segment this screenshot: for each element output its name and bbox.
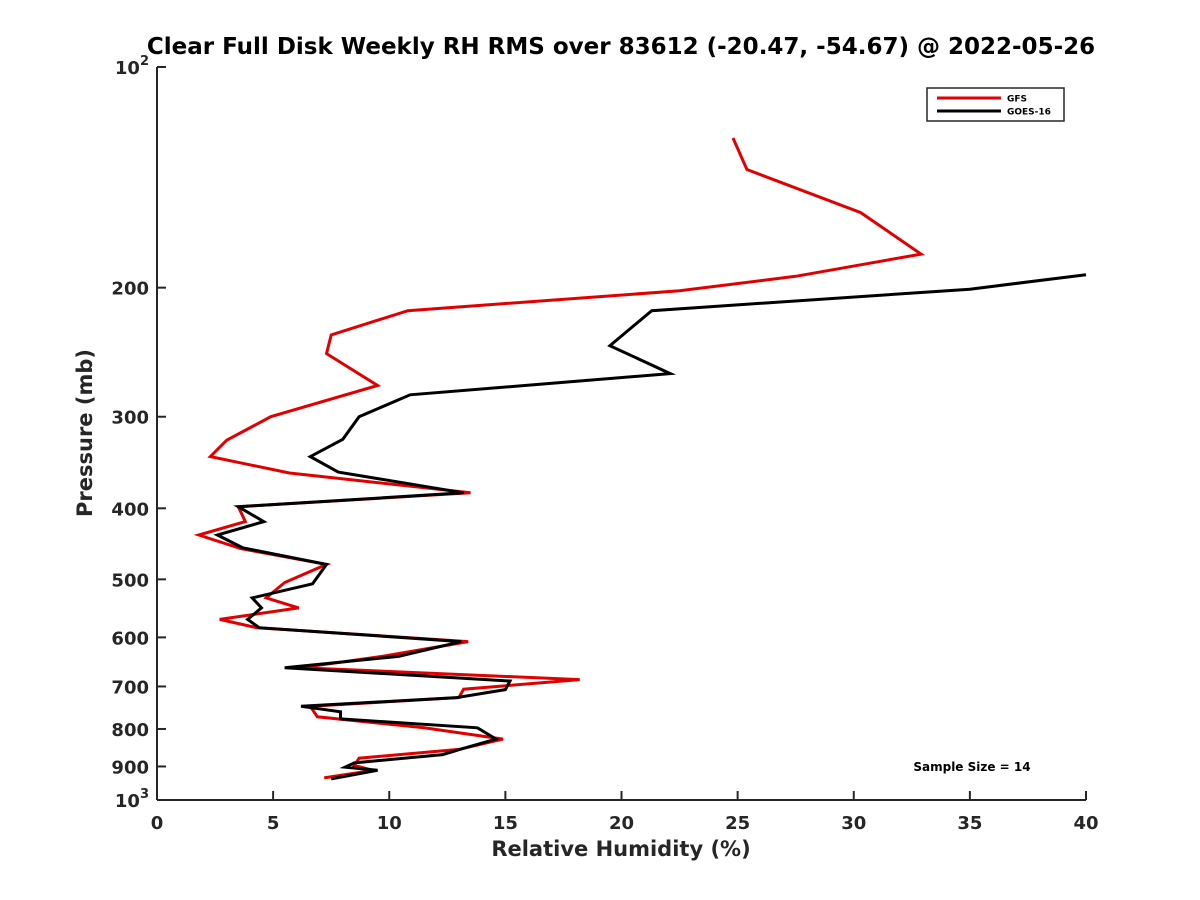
x-tick-label: 10 <box>377 813 402 834</box>
y-tick-label: 500 <box>111 570 149 591</box>
y-axis-label: Pressure (mb) <box>73 349 97 517</box>
chart-title: Clear Full Disk Weekly RH RMS over 83612… <box>147 34 1095 60</box>
x-tick-label: 25 <box>725 813 750 834</box>
x-tick-label: 0 <box>151 813 164 834</box>
y-tick-label: 103 <box>115 787 149 812</box>
y-tick-label: 700 <box>111 677 149 698</box>
y-tick-label: 400 <box>111 499 149 520</box>
y-tick-label: 600 <box>111 628 149 649</box>
series-line-goes-16 <box>213 273 1087 781</box>
legend-box <box>926 87 1065 122</box>
legend-label: GFS <box>1007 95 1027 105</box>
x-tick-label: 20 <box>609 813 634 834</box>
x-tick-label: 5 <box>267 813 280 834</box>
y-tick-label: 900 <box>111 757 149 778</box>
series-layer <box>193 137 1087 781</box>
x-tick-label: 30 <box>841 813 866 834</box>
y-tick-label: 300 <box>111 408 149 429</box>
x-tick-label: 35 <box>957 813 982 834</box>
y-tick-label: 800 <box>111 720 149 741</box>
axes-layer: 0 5 10 15 20 25 30 35 40 102 200 300 400 500 600 700 800… <box>111 54 1098 834</box>
sample-size-annotation: Sample Size = 14 <box>913 760 1030 774</box>
plot-area: 0 5 10 15 20 25 30 35 40 102 200 300 400 500 600 700 800… <box>111 54 1098 834</box>
x-tick-label: 40 <box>1073 813 1098 834</box>
y-tick-label: 200 <box>111 279 149 300</box>
y-tick-label: 102 <box>115 54 149 79</box>
x-tick-label: 15 <box>493 813 518 834</box>
legend-label: GOES-16 <box>1007 108 1051 118</box>
legend: GFS GOES-16 <box>926 87 1065 122</box>
x-axis-label: Relative Humidity (%) <box>491 837 750 861</box>
